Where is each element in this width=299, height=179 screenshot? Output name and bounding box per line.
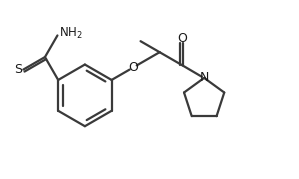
Text: N: N <box>199 71 209 84</box>
Text: NH$_2$: NH$_2$ <box>60 26 83 41</box>
Text: O: O <box>178 32 187 45</box>
Text: S: S <box>14 63 22 76</box>
Text: O: O <box>128 61 138 74</box>
